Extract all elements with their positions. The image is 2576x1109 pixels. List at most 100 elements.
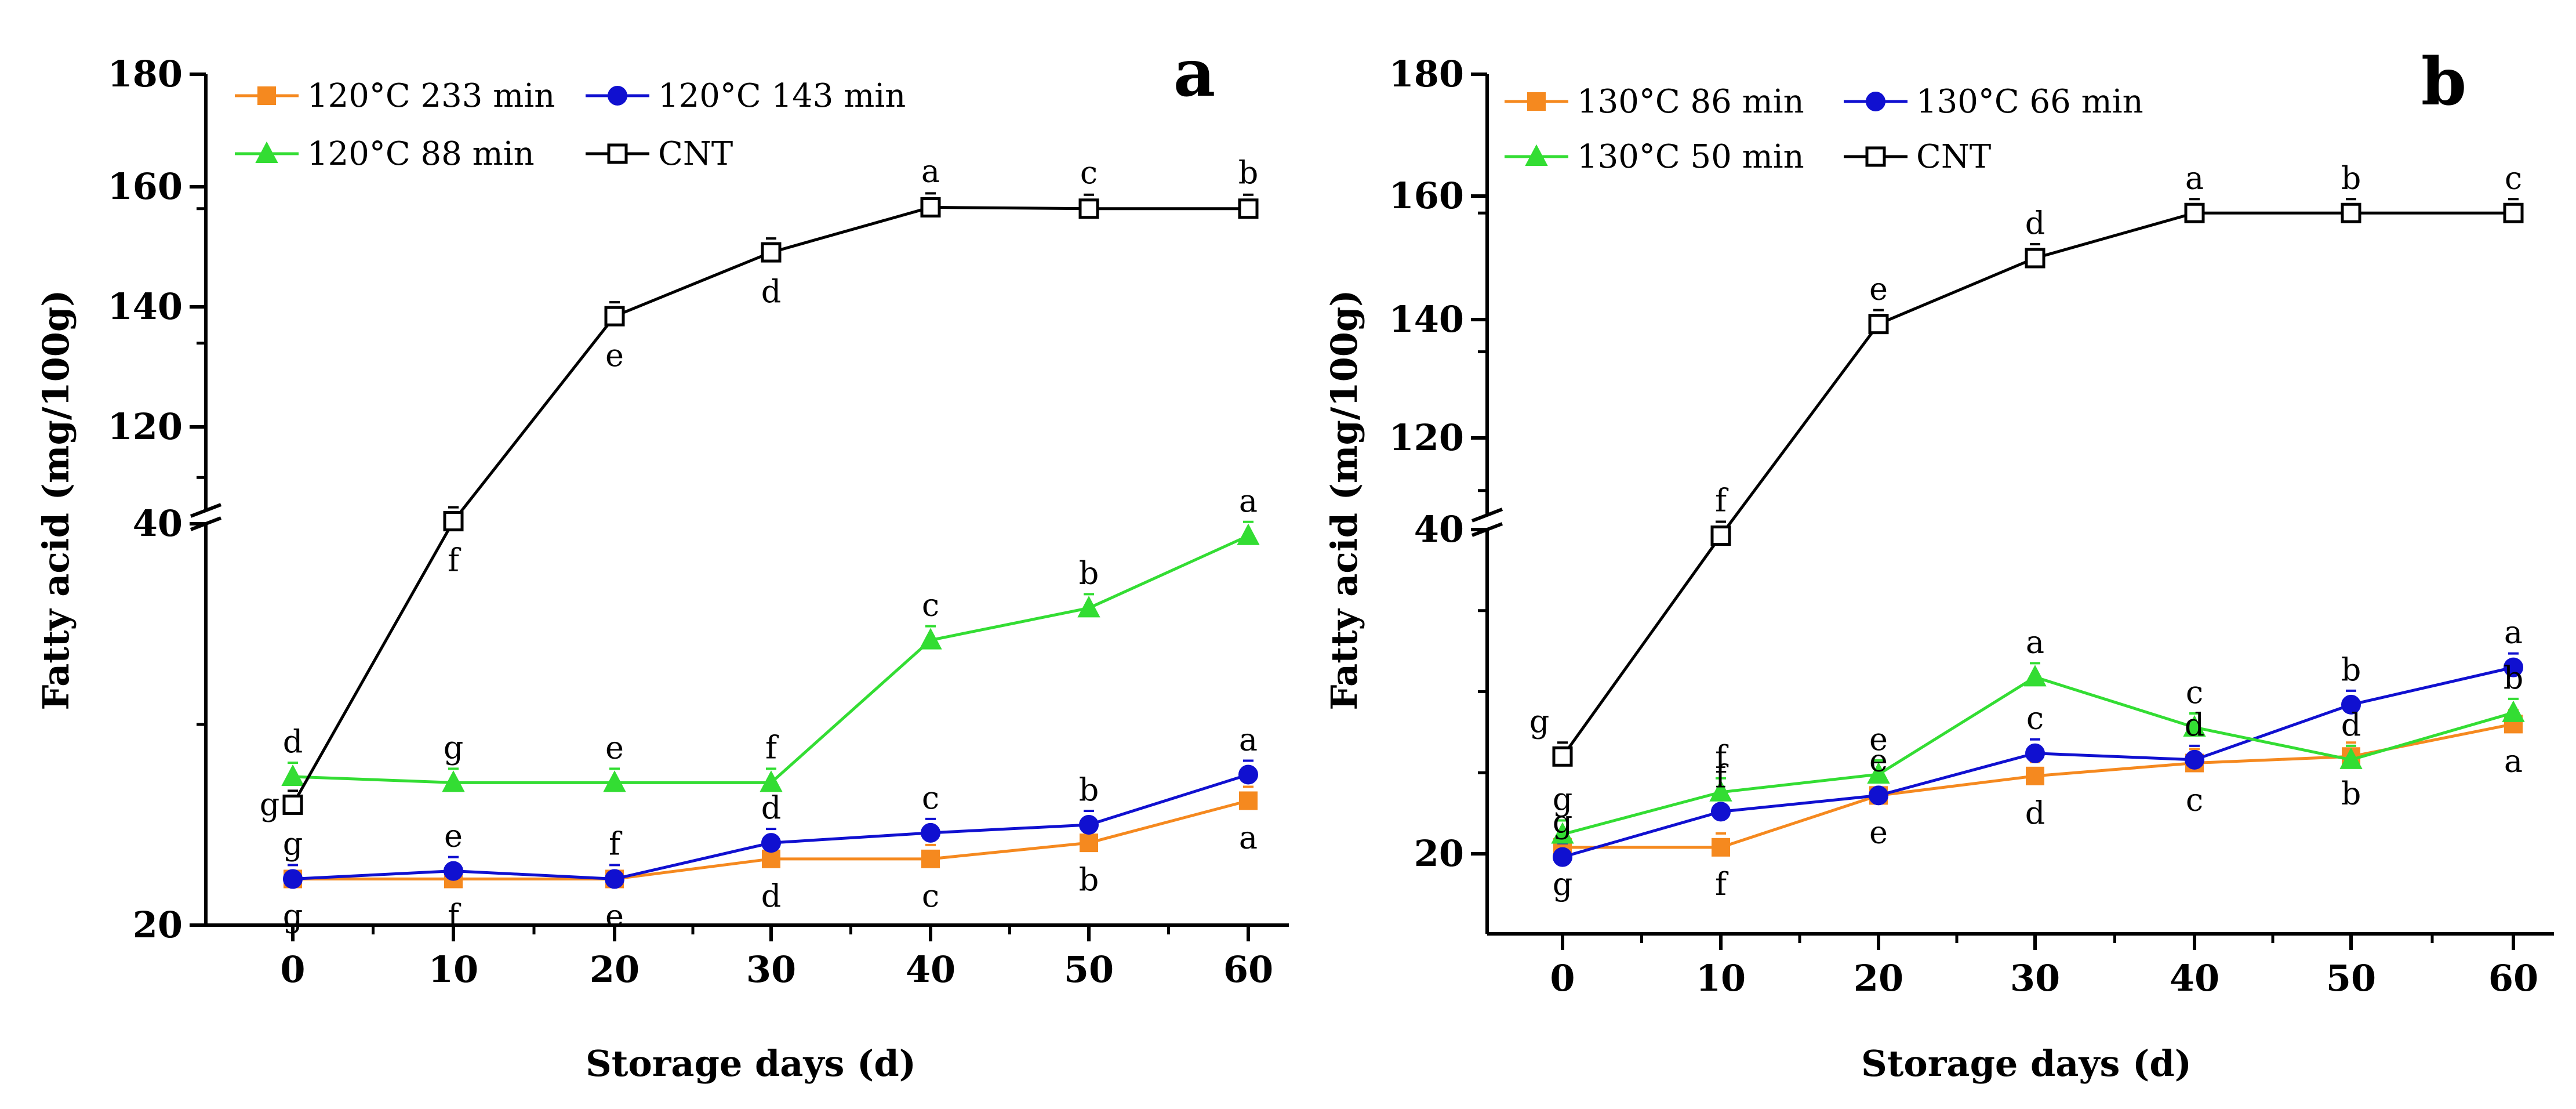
data-point — [2185, 749, 2204, 770]
legend-marker — [1527, 92, 1546, 111]
significance-letter: f — [609, 825, 623, 862]
significance-letter: a — [1239, 483, 1258, 519]
significance-letter: e — [1869, 271, 1888, 307]
significance-letter: c — [922, 587, 939, 624]
significance-letter: a — [2185, 160, 2204, 196]
legend-item-4: CNT — [1844, 138, 1991, 176]
legend-marker — [607, 143, 628, 164]
significance-letter: b — [2504, 659, 2524, 696]
data-point — [921, 849, 940, 868]
significance-letter: f — [1715, 739, 1729, 775]
legend-item-3: 130°C 50 min — [1505, 138, 1804, 176]
significance-letter: b — [1238, 154, 1259, 191]
significance-letter: b — [2341, 775, 2361, 811]
data-point — [603, 770, 626, 792]
y-tick-label: 160 — [108, 165, 183, 208]
significance-letter: c — [2505, 160, 2522, 196]
data-point — [921, 822, 940, 843]
significance-letter: f — [1715, 866, 1729, 903]
data-point — [1079, 815, 1099, 835]
data-point — [761, 242, 782, 263]
x-tick-label: 0 — [280, 948, 305, 991]
significance-letter: d — [761, 789, 782, 826]
x-tick-label: 40 — [2170, 957, 2219, 999]
significance-letter: d — [2185, 706, 2205, 743]
significance-letter: g — [1553, 804, 1573, 840]
y-tick-label: 40 — [1414, 508, 1464, 550]
legend-label: 130°C 50 min — [1577, 138, 1804, 176]
significance-letter: f — [448, 542, 462, 579]
legend-item-1: 130°C 86 min — [1505, 83, 1804, 121]
y-tick-label: 20 — [133, 904, 183, 946]
significance-letter: c — [2186, 674, 2203, 711]
data-point — [2026, 766, 2044, 785]
legend-marker — [1866, 92, 1885, 111]
x-tick-label: 30 — [2010, 957, 2060, 999]
legend-label: CNT — [1916, 138, 1991, 176]
x-tick-label: 60 — [1223, 948, 1273, 991]
significance-letter: c — [922, 780, 939, 816]
y-tick-label: 180 — [108, 53, 183, 95]
significance-letter: d — [2025, 205, 2045, 241]
data-point — [1080, 833, 1098, 853]
data-point — [1238, 764, 1258, 785]
legend-item-2: 130°C 66 min — [1844, 83, 2143, 121]
legend-label: 120°C 143 min — [658, 77, 906, 115]
significance-letter: f — [1715, 483, 1729, 519]
significance-letter: e — [1869, 814, 1888, 850]
series-3 — [281, 520, 1260, 792]
legend-marker — [1865, 146, 1886, 167]
data-point — [2339, 747, 2363, 769]
significance-letter: f — [765, 729, 779, 766]
data-point — [283, 869, 303, 889]
legend-item-3: 120°C 88 min — [235, 135, 535, 173]
data-point — [2023, 665, 2047, 687]
significance-letter: d — [2025, 795, 2045, 831]
data-point — [1867, 762, 1890, 784]
data-point — [1709, 780, 1732, 802]
x-axis-title: Storage days (d) — [586, 1042, 916, 1085]
data-point — [2183, 715, 2206, 737]
legend-b: 130°C 86 min 130°C 66 min 130°C 50 min CNT — [1505, 83, 2143, 176]
legend-a: 120°C 233 min 120°C 143 min 120°C 88 min CN… — [235, 77, 906, 173]
x-tick-label: 0 — [1550, 957, 1575, 999]
series-layer-a — [281, 192, 1260, 889]
x-tick-label: 50 — [1064, 948, 1114, 991]
data-point — [604, 306, 625, 327]
legend-label: 130°C 66 min — [1916, 83, 2143, 121]
significance-letter: g — [283, 825, 303, 862]
data-point — [1710, 525, 1731, 546]
x-tick-label: 20 — [1854, 957, 1903, 999]
y-tick-label: 20 — [1414, 832, 1464, 875]
data-point — [1237, 523, 1260, 545]
x-tick-label: 20 — [590, 948, 640, 991]
significance-letter: e — [605, 337, 624, 374]
significance-letter: c — [1080, 154, 1098, 191]
data-point — [1869, 785, 1888, 806]
legend-label: CNT — [658, 135, 733, 173]
significance-letter: d — [283, 723, 303, 760]
data-point — [2504, 657, 2523, 677]
data-point — [2503, 202, 2524, 223]
data-point — [444, 861, 463, 881]
y-tick-label: 120 — [108, 405, 183, 448]
significance-letter: d — [761, 878, 782, 914]
significance-letter: a — [921, 153, 940, 189]
significance-letter: e — [444, 818, 463, 854]
significance-letter: d — [761, 273, 782, 310]
significance-letter: e — [1869, 721, 1888, 758]
data-point — [281, 764, 304, 786]
data-point — [282, 794, 303, 815]
data-point — [442, 770, 465, 792]
significance-letter: a — [2504, 614, 2523, 651]
data-point — [2025, 743, 2045, 763]
panel-letter: a — [1173, 35, 1216, 111]
series-4 — [1552, 198, 2524, 767]
x-tick-label: 30 — [746, 948, 796, 991]
series-4 — [282, 192, 1259, 815]
significance-letter: d — [2341, 706, 2361, 743]
significance-letter: a — [2504, 742, 2523, 779]
data-point — [1551, 822, 1574, 844]
